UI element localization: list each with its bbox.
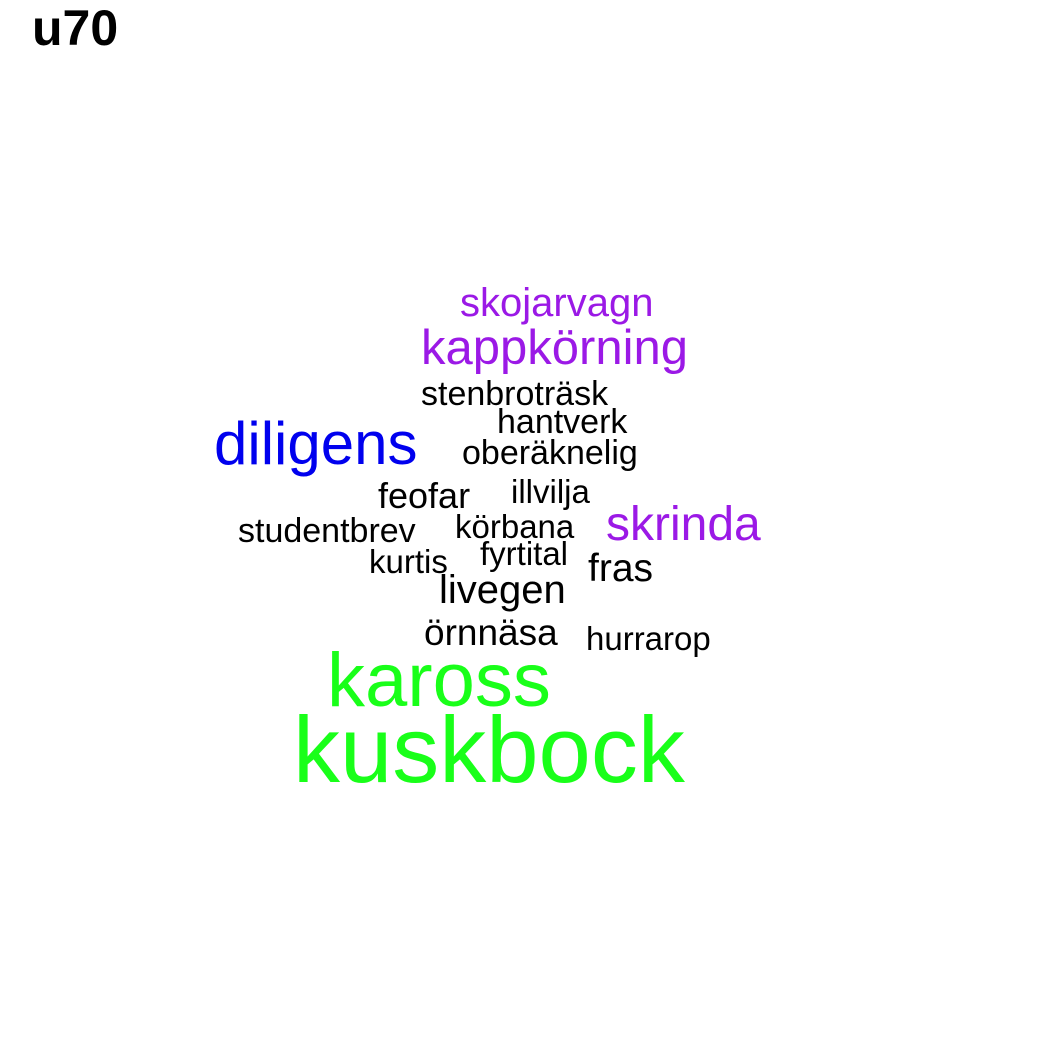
word-kappkorning: kappkörning <box>421 321 688 375</box>
word-ornnasa: örnnäsa <box>424 612 558 653</box>
word-skrinda: skrinda <box>606 498 761 551</box>
word-kaross: kaross <box>327 638 551 723</box>
word-illvilja: illvilja <box>511 473 590 510</box>
word-kuskbock: kuskbock <box>293 697 685 802</box>
word-fyrtital: fyrtital <box>480 535 569 572</box>
word-diligens: diligens <box>214 410 418 477</box>
word-hantverk: hantverk <box>497 403 628 441</box>
word-korbana: körbana <box>455 508 575 545</box>
word-studentbrev: studentbrev <box>238 512 416 550</box>
word-oberaknelig: oberäknelig <box>462 434 638 472</box>
word-feofar: feofar <box>378 475 471 516</box>
word-kurtis: kurtis <box>369 543 448 580</box>
word-fras: fras <box>588 547 654 590</box>
word-hurrarop: hurrarop <box>586 620 711 657</box>
word-livegen: livegen <box>439 568 566 612</box>
word-skojarvagn: skojarvagn <box>460 281 654 325</box>
page-title: u70 <box>32 0 119 56</box>
word-stenbrotrask: stenbroträsk <box>421 375 609 413</box>
